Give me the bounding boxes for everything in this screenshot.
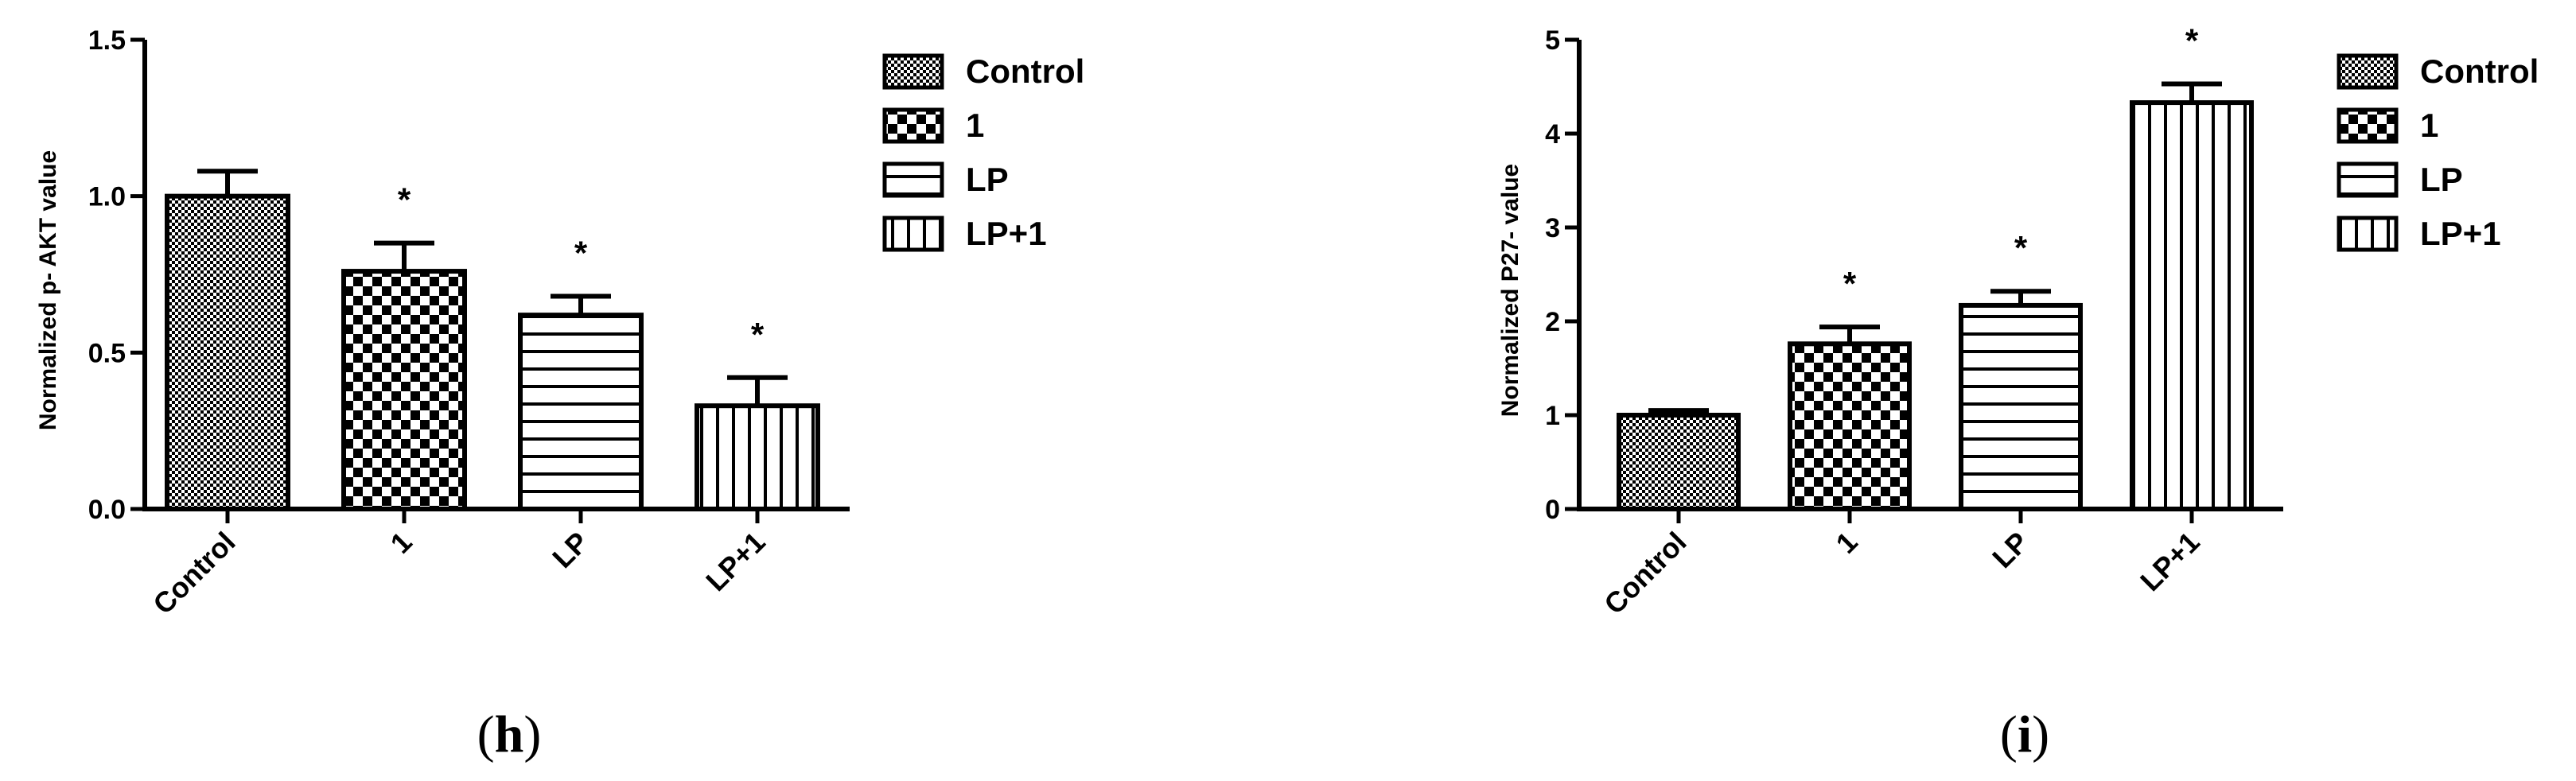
chart-panel-h: 0.0 0.5 1.0 1.5 Normalized p- AKT value Contr… (35, 25, 1084, 620)
x-tick-label: Control (1597, 526, 1692, 620)
legend-label: Control (966, 52, 1084, 90)
bar (518, 313, 644, 511)
y-tick-label: 0.5 (88, 338, 126, 368)
legend-label: 1 (2420, 107, 2438, 144)
legend-swatch (2337, 53, 2399, 90)
bar (165, 193, 290, 512)
x-tick-label: Control (146, 526, 241, 620)
y-tick-label: 2 (1545, 307, 1560, 337)
significance-star: * (1843, 265, 1857, 302)
legend-swatch (882, 107, 944, 144)
y-tick-label: 1.0 (88, 182, 126, 212)
significance-star: * (2185, 21, 2199, 59)
x-tick-label: LP (1986, 526, 2035, 575)
legend-swatch (882, 53, 944, 90)
legend-label: LP+1 (2420, 215, 2501, 252)
y-tick-label: 0.0 (88, 495, 126, 525)
bar (1788, 341, 1912, 511)
legend-swatch (882, 216, 944, 252)
legend-label: LP (2420, 161, 2463, 198)
legend-label: Control (2420, 52, 2539, 90)
y-tick-label: 3 (1545, 213, 1560, 243)
significance-star: * (751, 316, 765, 353)
x-tick-label: 1 (384, 526, 418, 560)
y-tick-label: 0 (1545, 495, 1560, 525)
significance-star: * (2014, 229, 2028, 266)
legend-swatch (2337, 107, 2399, 144)
significance-star: * (574, 235, 588, 272)
panel-letter-h: (h) (477, 705, 542, 764)
y-tick-label: 1.5 (88, 25, 126, 56)
y-tick-label: 4 (1545, 119, 1560, 150)
panel-letter-i: (i) (2000, 705, 2049, 764)
legend-label: LP+1 (966, 215, 1047, 252)
y-tick-label: 1 (1545, 401, 1560, 431)
bar (2130, 100, 2254, 511)
chart-panel-i: 0 1 2 3 4 5 Normalized P27- value Control * 1 * LP *… (1497, 21, 2539, 620)
x-tick-label: LP+1 (2134, 526, 2206, 598)
x-tick-label: LP+1 (699, 526, 772, 598)
x-tick-label: 1 (1830, 526, 1864, 560)
bar (1959, 302, 2083, 511)
legend-label: LP (966, 161, 1009, 198)
significance-star: * (398, 181, 411, 219)
y-tick-label: 5 (1545, 25, 1560, 56)
legend-label: 1 (966, 107, 984, 144)
y-axis-title: Normalized p- AKT value (35, 150, 61, 430)
legend-swatch (2337, 216, 2399, 252)
legend-swatch (2337, 161, 2399, 198)
bar (695, 403, 820, 512)
legend-swatch (882, 161, 944, 198)
bar (1617, 413, 1741, 511)
y-axis-title: Normalized P27- value (1497, 164, 1523, 417)
x-tick-label: LP (546, 526, 595, 575)
bar (341, 269, 467, 511)
